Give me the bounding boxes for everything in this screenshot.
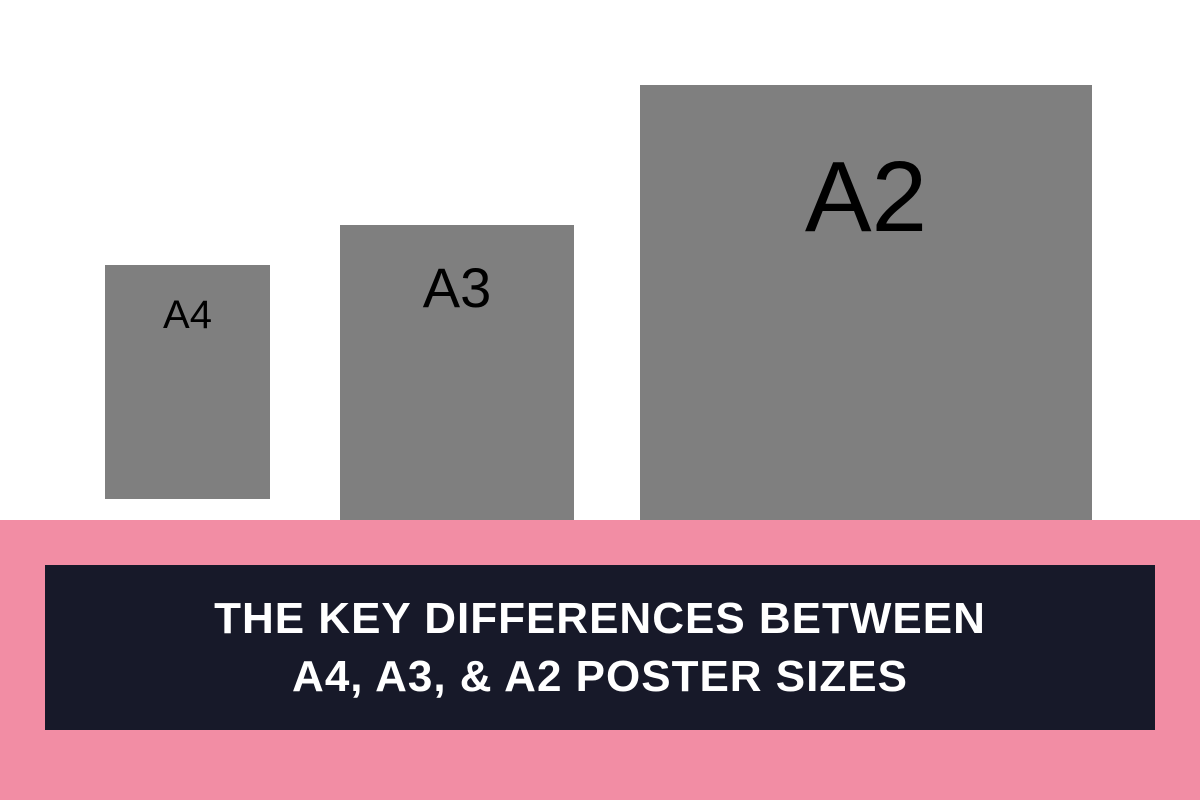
title-line-1: THE KEY DIFFERENCES BETWEEN <box>214 590 986 647</box>
poster-a3-label: A3 <box>423 255 492 557</box>
title-line-2: A4, A3, & A2 POSTER SIZES <box>292 648 908 705</box>
poster-a4-label: A4 <box>163 293 212 499</box>
poster-a3: A3 <box>340 225 574 557</box>
title-banner: THE KEY DIFFERENCES BETWEEN A4, A3, & A2… <box>45 565 1155 730</box>
poster-a4: A4 <box>105 265 270 499</box>
